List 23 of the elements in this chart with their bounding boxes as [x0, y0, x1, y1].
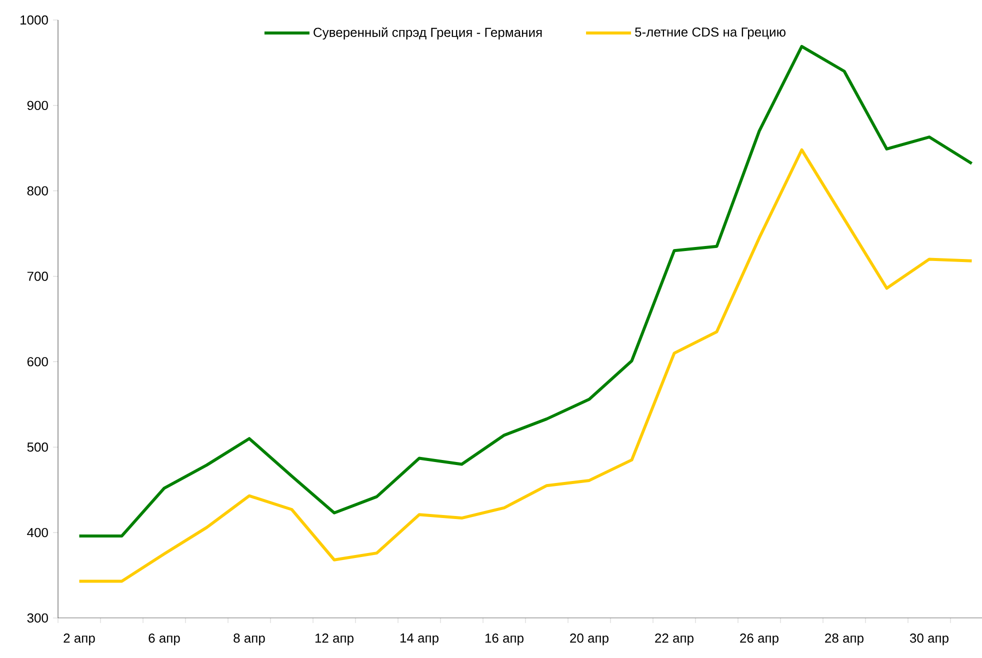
x-tick-label: 22 апр — [655, 634, 694, 646]
y-tick-label: 300 — [27, 613, 48, 623]
x-tick-label: 20 апр — [570, 634, 608, 646]
x-tick-label: 8 апр — [234, 634, 265, 646]
x-tick-label: 16 апр — [485, 634, 524, 646]
y-tick-label: 400 — [27, 528, 48, 538]
y-tick-label: 900 — [27, 100, 48, 110]
x-tick-label: 14 апр — [400, 634, 438, 646]
legend-label: Суверенный спрэд Греция - Германия — [314, 27, 542, 40]
x-tick-label: 28 апр — [825, 634, 864, 646]
line-series — [78, 44, 974, 538]
x-tick-label: 30 апр — [910, 634, 948, 646]
x-tick-label: 26 апр — [740, 634, 778, 646]
legend-label: 5-летние CDS на Грецию — [635, 27, 786, 40]
y-tick-label: 600 — [27, 357, 48, 366]
y-tick-label: 700 — [27, 272, 48, 281]
x-tick-label: 6 апр — [148, 634, 180, 646]
y-tick-label: 500 — [27, 442, 48, 452]
y-tick-label: 800 — [27, 186, 48, 196]
y-tick-label: 1000 — [20, 15, 48, 25]
line-series — [78, 148, 974, 583]
x-tick-label: 12 апр — [315, 634, 354, 646]
x-tick-label: 2 апр — [64, 634, 95, 646]
